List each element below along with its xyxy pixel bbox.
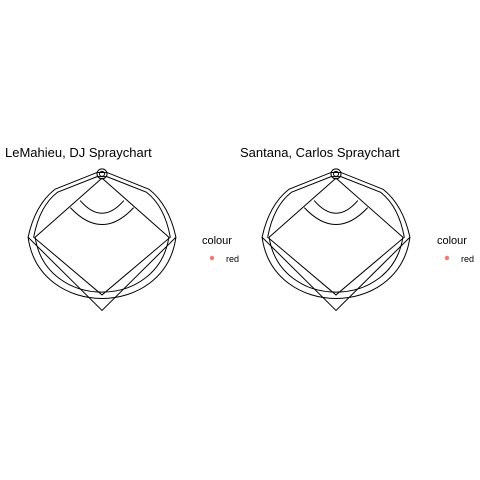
outfield-grass-edge xyxy=(268,237,404,293)
home-plate xyxy=(99,170,105,177)
outfield-grass-edge xyxy=(34,237,170,293)
right-foul-line xyxy=(335,177,404,238)
left-foul-line xyxy=(268,177,337,238)
home-plate-circle xyxy=(96,168,108,180)
santana-legend-title: colour xyxy=(437,235,467,247)
home-plate xyxy=(333,170,339,177)
left-foul-line xyxy=(34,177,103,238)
infield-arc xyxy=(303,207,369,226)
lemahieu-legend-key-red xyxy=(209,255,215,261)
lemahieu-chart-title: LeMahieu, DJ Spraychart xyxy=(5,145,152,160)
outfield-fence xyxy=(27,237,177,299)
baseball-field-outline xyxy=(27,168,177,312)
outfield-fence xyxy=(261,237,411,299)
lemahieu-legend: colour red xyxy=(202,235,239,264)
right-foul-line xyxy=(101,177,170,238)
lemahieu-legend-title: colour xyxy=(202,235,232,247)
foul-territory-outline xyxy=(261,171,411,312)
infield-grass-arc xyxy=(79,200,125,214)
santana-chart-title: Santana, Carlos Spraychart xyxy=(240,145,400,160)
lemahieu-spraychart-panel: LeMahieu, DJ Spraychart colour red xyxy=(5,145,239,312)
santana-legend-key-red xyxy=(444,255,450,261)
lemahieu-legend-label-red: red xyxy=(226,254,239,264)
santana-legend: colour red xyxy=(437,235,474,264)
santana-spraychart-panel: Santana, Carlos Spraychart colour red xyxy=(240,145,474,312)
foul-territory-outline xyxy=(27,171,177,312)
infield-grass-arc xyxy=(313,200,359,214)
infield-arc xyxy=(69,207,135,226)
home-plate-circle xyxy=(330,168,342,180)
baseball-field-outline xyxy=(261,168,411,312)
santana-legend-label-red: red xyxy=(461,254,474,264)
